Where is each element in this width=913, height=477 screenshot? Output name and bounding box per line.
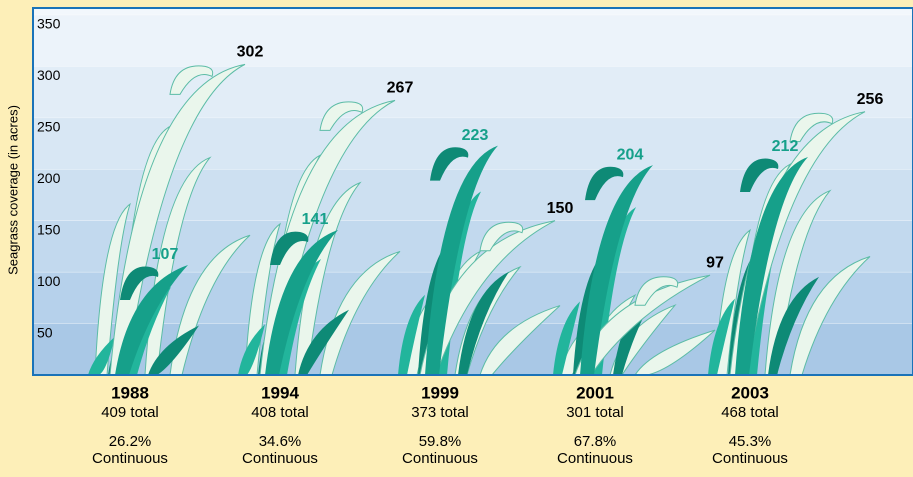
grass-blade: [319, 250, 401, 376]
y-tick-label: 350: [37, 16, 61, 32]
blade-curl: [169, 65, 214, 95]
grass-blade: [479, 305, 561, 376]
x-tick-label: 2003: [731, 383, 769, 402]
percent-label: 45.3%: [729, 433, 772, 450]
blade-curl: [319, 101, 364, 131]
value-label: 204: [617, 146, 644, 163]
percent-label: 26.2%: [109, 433, 152, 450]
percent-note: Continuous: [92, 450, 168, 467]
grid-band: [34, 15, 912, 67]
value-label: 256: [857, 91, 884, 108]
grass-blade: [458, 271, 509, 375]
blade-curl: [479, 221, 524, 252]
grass-blade: [278, 258, 321, 375]
percent-note: Continuous: [712, 450, 788, 467]
y-tick-label: 150: [37, 221, 61, 237]
continuous-blade: [115, 264, 188, 375]
y-tick-label: 250: [37, 119, 61, 135]
blade-curl: [270, 231, 309, 265]
value-label: 97: [706, 254, 724, 271]
x-tick-label: 1988: [111, 383, 149, 402]
grass-blade: [238, 324, 265, 375]
grass-blade: [768, 276, 819, 375]
grass-blade: [789, 256, 871, 376]
y-tick-label: 200: [37, 170, 61, 186]
value-label: 107: [152, 246, 179, 263]
percent-label: 34.6%: [259, 433, 302, 450]
grass-blade: [398, 294, 425, 375]
value-label: 150: [547, 200, 574, 217]
continuous-blade: [425, 145, 498, 375]
percent-note: Continuous: [557, 450, 633, 467]
continuous-blade: [735, 156, 808, 375]
blade-curl: [120, 266, 159, 300]
grass-blade: [748, 200, 791, 375]
grass-blade: [708, 298, 735, 375]
x-tick-label: 1994: [261, 383, 299, 402]
continuous-blade: [265, 229, 338, 375]
total-label: 301 total: [566, 404, 624, 421]
grass-blade: [613, 280, 664, 375]
value-label: 302: [237, 44, 264, 61]
blade-curl: [789, 112, 834, 143]
grass-blade: [94, 202, 131, 376]
value-label: 267: [387, 80, 414, 97]
blade-curl: [430, 147, 469, 181]
total-label: 373 total: [411, 404, 469, 421]
y-tick-label: 50: [37, 324, 53, 340]
y-axis-label: Seagrass coverage (in acres): [5, 105, 20, 275]
y-tick-label: 100: [37, 273, 61, 289]
value-label: 212: [772, 138, 799, 155]
value-label: 141: [302, 211, 329, 228]
percent-label: 59.8%: [419, 433, 462, 450]
total-label: 468 total: [721, 404, 779, 421]
total-label: 409 total: [101, 404, 159, 421]
blade-curl: [585, 166, 624, 201]
grass-blade: [88, 336, 115, 376]
value-label: 223: [462, 127, 489, 144]
grass-blade: [298, 309, 349, 375]
continuous-blade: [580, 165, 653, 375]
x-tick-label: 2001: [576, 383, 614, 402]
blade-curl: [740, 158, 779, 192]
grid-band: [34, 66, 912, 118]
grass-blade: [148, 325, 199, 375]
percent-note: Continuous: [402, 450, 478, 467]
plot-border: [32, 7, 913, 376]
grass-blade: [634, 329, 716, 376]
percent-note: Continuous: [242, 450, 318, 467]
x-tick-label: 1999: [421, 383, 459, 402]
total-label: 408 total: [251, 404, 309, 421]
y-tick-label: 300: [37, 67, 61, 83]
grass-blade: [553, 301, 580, 375]
percent-label: 67.8%: [574, 433, 617, 450]
grass-blade: [128, 286, 171, 375]
blade-curl: [634, 276, 679, 306]
grid-band: [34, 9, 912, 15]
